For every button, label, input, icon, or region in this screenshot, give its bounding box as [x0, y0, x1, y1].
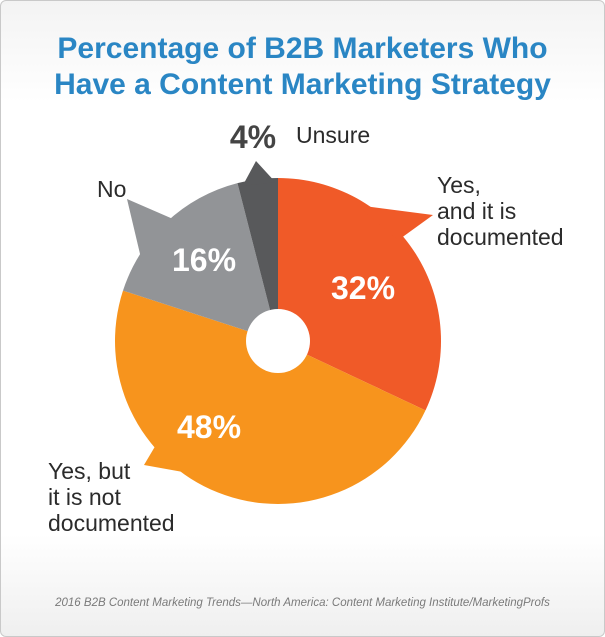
callout-not-documented [144, 441, 195, 475]
chart-title: Percentage of B2B Marketers Who Have a C… [1, 31, 604, 103]
category-label-not-documented-3: documented [48, 510, 175, 536]
category-label-documented-1: Yes, [437, 172, 481, 198]
source-citation: 2016 B2B Content Marketing Trends—North … [55, 597, 550, 609]
pct-label-unsure: 4% [230, 119, 276, 155]
chart-title-line-2: Have a Content Marketing Strategy [54, 68, 551, 101]
category-label-no: No [97, 176, 126, 202]
pct-label-documented: 32% [331, 270, 395, 306]
pct-label-not-documented: 48% [177, 409, 241, 445]
donut-hole [246, 309, 310, 373]
slice-not_documented [115, 290, 426, 505]
pct-label-no: 16% [172, 242, 236, 278]
category-label-not-documented-2: it is not [48, 484, 121, 510]
chart-title-line-1: Percentage of B2B Marketers Who [57, 32, 548, 65]
callout-unsure [242, 161, 276, 187]
donut-chart: 32% 48% 16% 4% Unsure No Yes, and it is … [48, 119, 564, 536]
slice-no [122, 183, 278, 341]
callout-documented [356, 205, 433, 241]
category-label-not-documented-1: Yes, but [48, 458, 131, 484]
callout-no [127, 199, 178, 263]
category-label-unsure: Unsure [296, 122, 370, 148]
category-label-documented-2: and it is [437, 198, 516, 224]
slice-unsure [237, 178, 278, 341]
category-label-documented-3: documented [437, 224, 564, 250]
